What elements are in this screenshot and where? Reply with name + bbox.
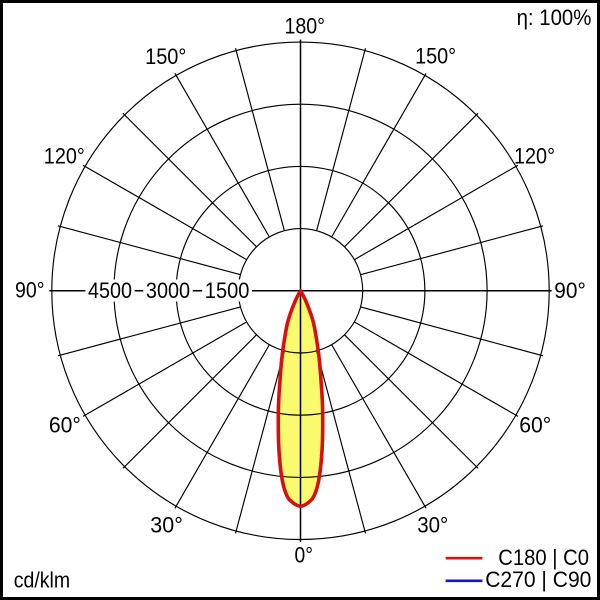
svg-text:3000: 3000 <box>146 278 190 303</box>
svg-text:60°: 60° <box>49 413 81 438</box>
svg-text:90°: 90° <box>15 277 45 302</box>
svg-text:C270 | C90: C270 | C90 <box>485 567 591 592</box>
svg-text:cd/klm: cd/klm <box>14 568 70 593</box>
svg-text:120°: 120° <box>514 144 555 169</box>
svg-text:η: 100%: η: 100% <box>517 5 592 30</box>
svg-text:0°: 0° <box>295 542 313 567</box>
svg-text:150°: 150° <box>415 44 456 69</box>
svg-text:120°: 120° <box>44 144 85 169</box>
svg-text:180°: 180° <box>285 14 326 39</box>
svg-text:30°: 30° <box>417 513 448 538</box>
svg-text:60°: 60° <box>519 413 551 438</box>
svg-text:4500: 4500 <box>88 278 132 303</box>
svg-text:C180 | C0: C180 | C0 <box>498 545 589 570</box>
svg-text:150°: 150° <box>145 44 186 69</box>
svg-text:90°: 90° <box>554 278 586 303</box>
svg-text:1500: 1500 <box>205 278 250 303</box>
svg-text:30°: 30° <box>150 513 183 538</box>
